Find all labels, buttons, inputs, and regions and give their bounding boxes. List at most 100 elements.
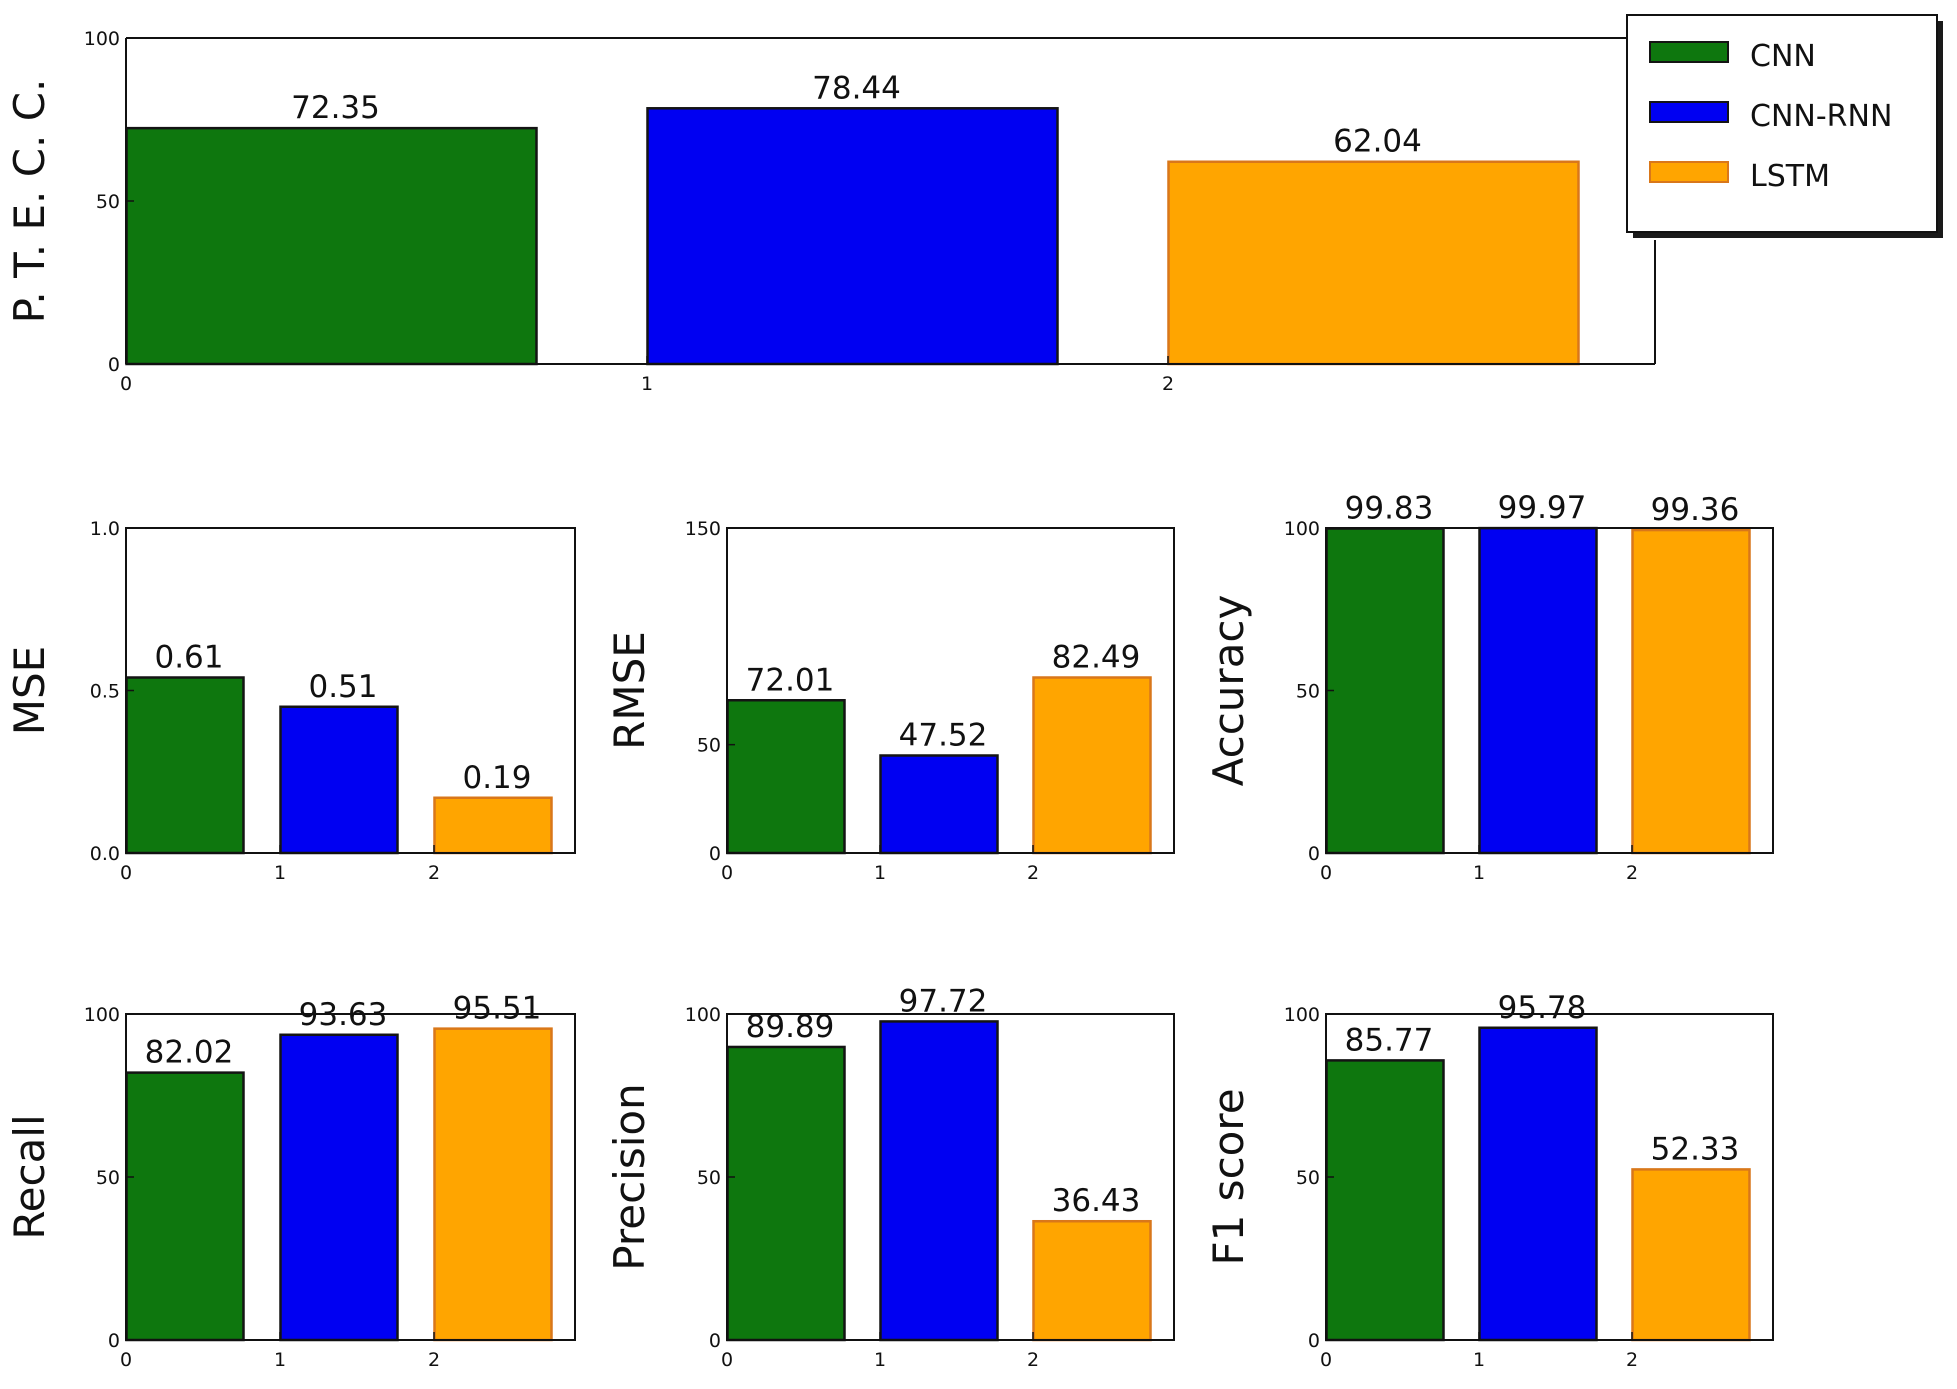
xtick-label-f1-2: 2: [1626, 1349, 1638, 1371]
value-label-f1-lstm: 52.33: [1651, 1131, 1740, 1167]
value-label-recall-lstm: 95.51: [453, 991, 542, 1027]
xtick-label-precision-0: 0: [721, 1349, 733, 1371]
ytick-label-ptecc-1: 50: [96, 191, 120, 213]
ylabel-mse: MSE: [5, 646, 54, 735]
value-label-rmse-cnn: 72.01: [746, 662, 835, 698]
value-label-recall-cnn: 82.02: [145, 1035, 234, 1071]
xtick-label-accuracy-0: 0: [1320, 862, 1332, 884]
bar-ptecc-cnn: [125, 126, 538, 366]
bar-recall-cnn: [125, 1071, 245, 1342]
xtick-label-mse-0: 0: [120, 862, 132, 884]
xtick-label-accuracy-2: 2: [1626, 862, 1638, 884]
ylabel-f1: F1 score: [1204, 1088, 1253, 1265]
bar-rmse-cnn-rnn: [879, 754, 999, 855]
chart-ptecc: 72.35 78.44 62.04 0 50 100 0 1 2 P. T. E. C. C.: [5, 28, 1656, 395]
xtick-label-accuracy-1: 1: [1473, 862, 1485, 884]
value-label-accuracy-cnn: 99.83: [1345, 491, 1434, 527]
ytick-label-accuracy-2: 100: [1284, 518, 1320, 540]
value-label-accuracy-cnn-rnn: 99.97: [1498, 490, 1587, 526]
ylabel-precision: Precision: [605, 1083, 654, 1270]
bar-f1-cnn-rnn: [1478, 1026, 1598, 1342]
value-label-accuracy-lstm: 99.36: [1651, 492, 1740, 528]
bar-precision-cnn-rnn: [879, 1020, 999, 1342]
ylabel-ptecc: P. T. E. C. C.: [5, 79, 54, 324]
ytick-label-rmse-2: 150: [685, 518, 721, 540]
xtick-label-precision-2: 2: [1027, 1349, 1039, 1371]
legend-label-cnn-rnn: CNN-RNN: [1750, 99, 1892, 134]
xtick-label-recall-2: 2: [428, 1349, 440, 1371]
bar-recall-cnn-rnn: [279, 1033, 399, 1342]
value-label-precision-lstm: 36.43: [1052, 1183, 1141, 1219]
ytick-label-accuracy-1: 50: [1296, 681, 1320, 703]
bar-f1-cnn: [1325, 1059, 1445, 1342]
chart-f1: 85.77 95.78 52.33 0 50 100 0 1 2 F1 score: [1204, 990, 1774, 1371]
value-label-rmse-cnn-rnn: 47.52: [899, 718, 988, 754]
bar-recall-lstm: [433, 1027, 553, 1342]
ytick-label-f1-1: 50: [1296, 1167, 1320, 1189]
value-label-mse-cnn: 0.61: [154, 640, 223, 676]
ytick-label-f1-0: 0: [1308, 1330, 1320, 1352]
ytick-label-ptecc-2: 100: [84, 28, 120, 50]
value-label-mse-cnn-rnn: 0.51: [308, 669, 377, 705]
legend-label-lstm: LSTM: [1750, 159, 1830, 194]
xtick-label-rmse-2: 2: [1027, 862, 1039, 884]
chart-mse: 0.61 0.51 0.19 0.0 0.5 1.0 0 1 2 MSE: [5, 518, 576, 884]
legend-swatch-cnn: [1649, 41, 1729, 63]
legend-label-cnn: CNN: [1750, 39, 1816, 74]
xtick-label-f1-1: 1: [1473, 1349, 1485, 1371]
ytick-label-accuracy-0: 0: [1308, 843, 1320, 865]
value-label-ptecc-cnn-rnn: 78.44: [812, 70, 901, 106]
legend: CNN CNN-RNN LSTM: [1626, 14, 1943, 238]
xtick-label-recall-0: 0: [120, 1349, 132, 1371]
xtick-label-rmse-1: 1: [874, 862, 886, 884]
bar-precision-lstm: [1032, 1219, 1152, 1342]
xtick-label-ptecc-2: 2: [1162, 373, 1174, 395]
value-label-ptecc-cnn: 72.35: [291, 90, 380, 126]
chart-rmse: 72.01 47.52 82.49 0 50 150 0 1 2 RMSE: [605, 518, 1175, 884]
ytick-label-f1-2: 100: [1284, 1004, 1320, 1026]
bar-accuracy-cnn-rnn: [1478, 526, 1598, 855]
bar-mse-cnn: [125, 676, 245, 855]
xtick-label-ptecc-1: 1: [641, 373, 653, 395]
ytick-label-mse-1: 0.5: [90, 681, 120, 703]
bar-mse-lstm: [433, 796, 553, 855]
ytick-label-precision-1: 50: [697, 1167, 721, 1189]
xtick-label-ptecc-0: 0: [120, 373, 132, 395]
ylabel-recall: Recall: [5, 1114, 54, 1239]
bar-accuracy-cnn: [1325, 527, 1445, 855]
ytick-label-rmse-0: 0: [709, 843, 721, 865]
bar-rmse-cnn: [726, 699, 846, 855]
ytick-label-mse-2: 1.0: [90, 518, 120, 540]
value-label-mse-lstm: 0.19: [462, 760, 531, 796]
bar-rmse-lstm: [1032, 676, 1152, 855]
value-label-rmse-lstm: 82.49: [1052, 640, 1141, 676]
xtick-label-recall-1: 1: [274, 1349, 286, 1371]
chart-accuracy: 99.83 99.97 99.36 0 50 100 0 1 2 Accuracy: [1204, 490, 1774, 884]
xtick-label-rmse-0: 0: [721, 862, 733, 884]
legend-swatch-lstm: [1649, 161, 1729, 183]
ytick-label-precision-2: 100: [685, 1004, 721, 1026]
value-label-f1-cnn: 85.77: [1345, 1022, 1434, 1058]
xtick-label-precision-1: 1: [874, 1349, 886, 1371]
ytick-label-precision-0: 0: [709, 1330, 721, 1352]
bar-mse-cnn-rnn: [279, 705, 399, 855]
axes-frame-rmse: [726, 527, 1175, 854]
ylabel-accuracy: Accuracy: [1204, 595, 1253, 787]
bar-accuracy-lstm: [1631, 528, 1751, 855]
bar-ptecc-lstm: [1167, 160, 1580, 366]
bar-f1-lstm: [1631, 1168, 1751, 1342]
ytick-label-recall-1: 50: [96, 1167, 120, 1189]
xtick-label-f1-0: 0: [1320, 1349, 1332, 1371]
bar-precision-cnn: [726, 1045, 846, 1342]
ytick-label-recall-0: 0: [108, 1330, 120, 1352]
ytick-label-mse-0: 0.0: [90, 843, 120, 865]
value-label-f1-cnn-rnn: 95.78: [1498, 990, 1587, 1026]
value-label-ptecc-lstm: 62.04: [1333, 124, 1422, 160]
legend-swatch-cnn-rnn: [1649, 101, 1729, 123]
ytick-label-recall-2: 100: [84, 1004, 120, 1026]
ytick-label-rmse-1: 50: [697, 735, 721, 757]
